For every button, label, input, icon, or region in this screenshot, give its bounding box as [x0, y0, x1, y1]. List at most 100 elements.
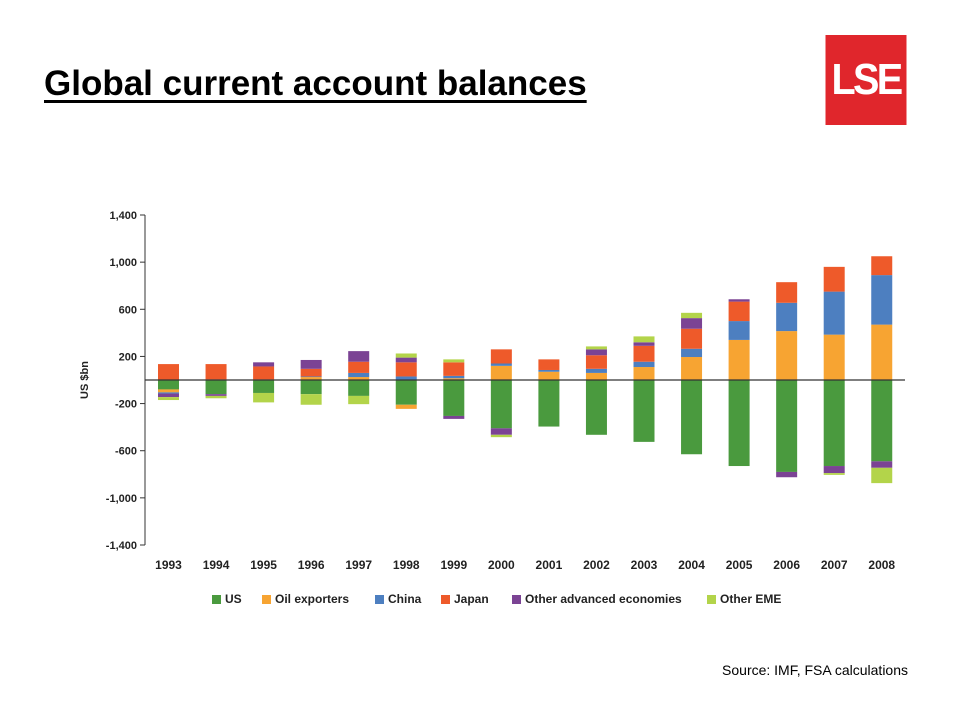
bar-segment — [776, 380, 798, 472]
bar-segment — [681, 348, 703, 358]
bar-segment — [158, 389, 179, 393]
bar-segment — [823, 380, 845, 467]
bar-segment — [158, 380, 179, 390]
legend-swatch — [707, 595, 716, 604]
x-tick-label: 2002 — [583, 558, 610, 572]
bar-segment — [776, 471, 798, 478]
x-tick-label: 2001 — [536, 558, 563, 572]
bar-segment — [823, 473, 845, 475]
bar-segment — [443, 378, 465, 380]
bar-segment — [443, 375, 465, 379]
bar-segment — [728, 339, 750, 380]
bar-segment — [348, 395, 370, 405]
bar-segment — [633, 342, 655, 346]
bar-segment — [776, 302, 798, 332]
x-tick-label: 2006 — [773, 558, 800, 572]
bar-segment — [585, 372, 607, 380]
bar-segment — [823, 466, 845, 474]
bar-segment — [205, 380, 227, 395]
bar-segment — [300, 377, 322, 380]
legend-swatch — [441, 595, 450, 604]
x-tick-label: 2004 — [678, 558, 705, 572]
bar-segment — [823, 291, 845, 335]
x-tick-label: 1995 — [250, 558, 277, 572]
bar-segment — [253, 362, 275, 367]
bar-segment — [205, 364, 227, 380]
bar-segment — [490, 363, 512, 366]
legend-label: Other advanced economies — [525, 592, 682, 606]
bar-segment — [253, 366, 275, 380]
y-tick-label: -1,000 — [106, 493, 137, 505]
bar-segment — [158, 393, 179, 398]
bar-segment — [300, 380, 322, 395]
bar-segment — [395, 362, 417, 377]
bar-segment — [395, 404, 417, 409]
bar-segment — [205, 394, 227, 396]
x-tick-label: 2003 — [631, 558, 658, 572]
bar-segment — [681, 312, 703, 319]
bar-segment — [585, 368, 607, 373]
bar-segment — [490, 380, 512, 429]
bar-segment — [728, 301, 750, 322]
bar-segment — [538, 369, 560, 372]
legend-label: Japan — [454, 592, 489, 606]
bar-segment — [395, 353, 417, 358]
bar-segment — [348, 351, 370, 362]
bar-segment — [395, 380, 417, 405]
y-tick-label: -1,400 — [106, 540, 137, 552]
bar-segment — [158, 364, 179, 380]
bar-segment — [158, 392, 179, 394]
y-tick-label: 200 — [119, 351, 137, 363]
bar-segment — [823, 266, 845, 292]
bar-segment — [776, 282, 798, 303]
y-tick-label: 600 — [119, 304, 137, 316]
bar-segment — [490, 428, 512, 435]
bar-segment — [585, 346, 607, 350]
legend-swatch — [262, 595, 271, 604]
bar-segment — [300, 394, 322, 405]
y-tick-label: 1,400 — [109, 210, 137, 222]
bar-segment — [871, 256, 893, 276]
bar-segment — [443, 362, 465, 376]
bar-segment — [490, 349, 512, 364]
bar-segment — [348, 377, 370, 380]
bar-segment — [205, 395, 227, 399]
source-note: Source: IMF, FSA calculations — [722, 662, 908, 678]
legend-swatch — [375, 595, 384, 604]
bar-segment — [681, 328, 703, 349]
bar-segment — [300, 368, 322, 377]
legend-label: China — [388, 592, 422, 606]
bar-segment — [633, 345, 655, 362]
bar-segment — [871, 461, 893, 468]
bar-segment — [585, 380, 607, 435]
x-tick-label: 1996 — [298, 558, 325, 572]
x-tick-label: 1993 — [155, 558, 182, 572]
bar-segment — [395, 357, 417, 363]
y-tick-label: 1,000 — [109, 257, 137, 269]
bar-segment — [253, 380, 275, 393]
x-tick-label: 2000 — [488, 558, 515, 572]
legend-swatch — [512, 595, 521, 604]
bar-segment — [681, 357, 703, 380]
bar-segment — [871, 467, 893, 484]
bar-segment — [633, 361, 655, 368]
bar-segment — [823, 334, 845, 380]
y-axis-label: US $bn — [79, 361, 91, 399]
x-tick-label: 2007 — [821, 558, 848, 572]
bar-segment — [776, 331, 798, 380]
bar-segment — [633, 367, 655, 380]
bar-segment — [443, 380, 465, 416]
x-tick-label: 2008 — [868, 558, 895, 572]
bar-segment — [633, 336, 655, 343]
bar-segment — [728, 380, 750, 467]
x-tick-label: 1997 — [345, 558, 372, 572]
bar-segment — [348, 380, 370, 396]
bar-segment — [871, 275, 893, 325]
bar-segment — [300, 359, 322, 369]
bar-segment — [348, 361, 370, 373]
legend-swatch — [212, 595, 221, 604]
bar-segment — [538, 380, 560, 427]
bar-segment — [633, 380, 655, 442]
lse-logo: LSE — [825, 35, 907, 125]
x-tick-label: 1999 — [440, 558, 467, 572]
